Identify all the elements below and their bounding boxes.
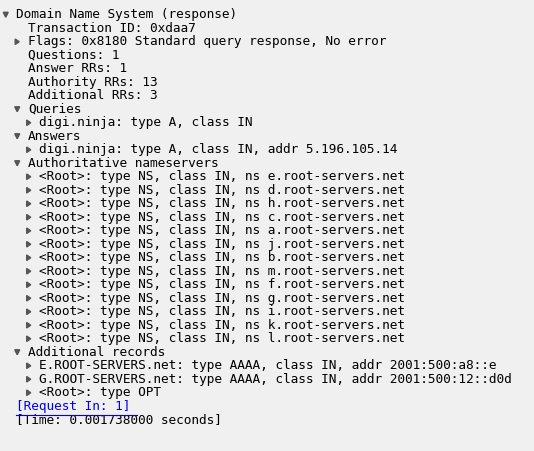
Text: <Root>: type NS, class IN, ns l.root-servers.net: <Root>: type NS, class IN, ns l.root-ser… bbox=[40, 332, 405, 345]
Polygon shape bbox=[27, 201, 31, 207]
Text: <Root>: type NS, class IN, ns h.root-servers.net: <Root>: type NS, class IN, ns h.root-ser… bbox=[40, 197, 405, 210]
Polygon shape bbox=[27, 309, 31, 314]
Polygon shape bbox=[27, 215, 31, 220]
Text: [Request In: 1]: [Request In: 1] bbox=[17, 400, 131, 413]
Text: digi.ninja: type A, class IN: digi.ninja: type A, class IN bbox=[40, 116, 253, 129]
Text: <Root>: type NS, class IN, ns b.root-servers.net: <Root>: type NS, class IN, ns b.root-ser… bbox=[40, 251, 405, 264]
Text: Queries: Queries bbox=[28, 103, 81, 116]
Polygon shape bbox=[27, 322, 31, 328]
Polygon shape bbox=[3, 12, 8, 17]
Polygon shape bbox=[27, 188, 31, 193]
Text: Transaction ID: 0xdaa7: Transaction ID: 0xdaa7 bbox=[28, 22, 195, 35]
Text: <Root>: type OPT: <Root>: type OPT bbox=[40, 386, 161, 399]
Polygon shape bbox=[15, 107, 20, 112]
Text: digi.ninja: type A, class IN, addr 5.196.105.14: digi.ninja: type A, class IN, addr 5.196… bbox=[40, 143, 398, 156]
Polygon shape bbox=[27, 377, 31, 382]
Polygon shape bbox=[27, 255, 31, 261]
Polygon shape bbox=[27, 390, 31, 396]
Polygon shape bbox=[27, 147, 31, 152]
Polygon shape bbox=[27, 120, 31, 125]
Text: <Root>: type NS, class IN, ns f.root-servers.net: <Root>: type NS, class IN, ns f.root-ser… bbox=[40, 278, 405, 291]
Text: <Root>: type NS, class IN, ns a.root-servers.net: <Root>: type NS, class IN, ns a.root-ser… bbox=[40, 224, 405, 237]
Polygon shape bbox=[15, 350, 20, 355]
Polygon shape bbox=[15, 161, 20, 166]
Polygon shape bbox=[27, 295, 31, 301]
Polygon shape bbox=[27, 268, 31, 274]
Text: Questions: 1: Questions: 1 bbox=[28, 49, 120, 62]
Polygon shape bbox=[27, 363, 31, 368]
Text: <Root>: type NS, class IN, ns i.root-servers.net: <Root>: type NS, class IN, ns i.root-ser… bbox=[40, 305, 405, 318]
Text: <Root>: type NS, class IN, ns g.root-servers.net: <Root>: type NS, class IN, ns g.root-ser… bbox=[40, 292, 405, 305]
Text: <Root>: type NS, class IN, ns j.root-servers.net: <Root>: type NS, class IN, ns j.root-ser… bbox=[40, 238, 405, 251]
Text: <Root>: type NS, class IN, ns c.root-servers.net: <Root>: type NS, class IN, ns c.root-ser… bbox=[40, 211, 405, 224]
Text: [Time: 0.001738000 seconds]: [Time: 0.001738000 seconds] bbox=[17, 413, 222, 426]
Polygon shape bbox=[27, 336, 31, 341]
Text: Flags: 0x8180 Standard query response, No error: Flags: 0x8180 Standard query response, N… bbox=[28, 35, 386, 48]
Polygon shape bbox=[27, 282, 31, 287]
Text: <Root>: type NS, class IN, ns k.root-servers.net: <Root>: type NS, class IN, ns k.root-ser… bbox=[40, 319, 405, 332]
Text: <Root>: type NS, class IN, ns m.root-servers.net: <Root>: type NS, class IN, ns m.root-ser… bbox=[40, 265, 405, 278]
Text: Answer RRs: 1: Answer RRs: 1 bbox=[28, 62, 127, 75]
Text: Answers: Answers bbox=[28, 130, 81, 143]
Polygon shape bbox=[27, 174, 31, 179]
Text: <Root>: type NS, class IN, ns e.root-servers.net: <Root>: type NS, class IN, ns e.root-ser… bbox=[40, 170, 405, 183]
Polygon shape bbox=[27, 228, 31, 234]
Text: Additional records: Additional records bbox=[28, 346, 165, 359]
Text: G.ROOT-SERVERS.net: type AAAA, class IN, addr 2001:500:12::d0d: G.ROOT-SERVERS.net: type AAAA, class IN,… bbox=[40, 373, 512, 386]
Polygon shape bbox=[27, 241, 31, 247]
Polygon shape bbox=[15, 39, 19, 45]
Text: Authority RRs: 13: Authority RRs: 13 bbox=[28, 76, 158, 89]
Polygon shape bbox=[15, 134, 20, 139]
Text: Domain Name System (response): Domain Name System (response) bbox=[17, 8, 238, 21]
Text: E.ROOT-SERVERS.net: type AAAA, class IN, addr 2001:500:a8::e: E.ROOT-SERVERS.net: type AAAA, class IN,… bbox=[40, 359, 497, 372]
Text: Authoritative nameservers: Authoritative nameservers bbox=[28, 157, 218, 170]
Text: Additional RRs: 3: Additional RRs: 3 bbox=[28, 89, 158, 102]
Text: <Root>: type NS, class IN, ns d.root-servers.net: <Root>: type NS, class IN, ns d.root-ser… bbox=[40, 184, 405, 197]
